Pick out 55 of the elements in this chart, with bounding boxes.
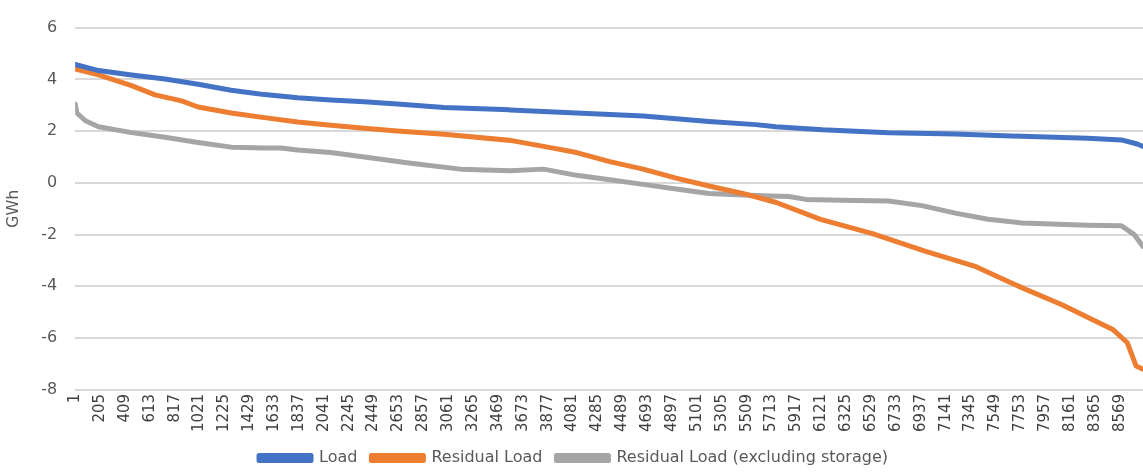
x-tick-label: 3061	[438, 393, 457, 433]
x-tick-label: 8569	[1109, 393, 1128, 433]
x-tick-label: 613	[139, 393, 158, 423]
x-tick-label: 2449	[363, 393, 382, 433]
x-tick-label: 4489	[612, 393, 631, 433]
x-tick-label: 8161	[1059, 393, 1078, 433]
x-tick-label: 5101	[686, 393, 705, 433]
y-tick-label: -4	[41, 275, 58, 295]
x-tick-label: 205	[89, 393, 108, 423]
y-tick-label: -8	[41, 378, 58, 398]
x-tick-label: 4285	[587, 393, 606, 433]
x-tick-label: 7957	[1034, 393, 1053, 433]
x-tick-label: 409	[114, 393, 133, 423]
x-tick-label: 4081	[562, 393, 581, 433]
x-tick-label: 3877	[537, 393, 556, 433]
x-tick-label: 2245	[338, 393, 357, 433]
y-tick-label: 0	[46, 172, 58, 191]
legend-label: Load	[319, 447, 358, 467]
x-tick-label: 2041	[313, 393, 332, 433]
x-tick-label: 6325	[836, 393, 855, 433]
x-tick-label: 1225	[214, 393, 233, 433]
x-tick-label: 4897	[661, 393, 680, 433]
y-axis-title: GWh	[2, 189, 22, 228]
x-tick-label: 1837	[288, 393, 307, 433]
x-tick-label: 7345	[960, 393, 979, 433]
y-tick-label: 4	[46, 68, 58, 88]
x-tick-label: 6121	[811, 393, 830, 433]
x-tick-label: 4693	[637, 393, 656, 433]
legend-label: Residual Load (excluding storage)	[616, 447, 888, 467]
x-tick-label: 6529	[860, 393, 879, 433]
x-tick-label: 1021	[189, 393, 208, 433]
x-tick-label: 6733	[885, 393, 904, 433]
x-tick-label: 7549	[985, 393, 1004, 433]
x-tick-label: 5713	[761, 393, 780, 433]
x-tick-label: 3673	[512, 393, 531, 433]
x-tick-label: 7141	[935, 393, 954, 433]
x-tick-label: 1429	[239, 393, 258, 433]
x-tick-label: 1	[65, 393, 84, 404]
y-tick-label: -2	[41, 223, 58, 243]
y-tick-label: -6	[41, 327, 58, 347]
y-tick-label: 6	[46, 16, 58, 36]
x-tick-label: 7753	[1010, 393, 1029, 433]
x-tick-label: 6937	[910, 393, 929, 433]
x-tick-label: 1633	[264, 393, 283, 433]
x-tick-label: 5917	[786, 393, 805, 433]
x-tick-label: 3265	[462, 393, 481, 433]
x-tick-label: 5305	[711, 393, 730, 433]
x-tick-label: 8365	[1084, 393, 1103, 433]
x-tick-label: 3469	[487, 393, 506, 433]
x-tick-label: 817	[164, 393, 183, 423]
x-tick-label: 2653	[388, 393, 407, 433]
x-tick-label: 2857	[413, 393, 432, 433]
y-tick-label: 2	[46, 120, 58, 140]
x-tick-label: 5509	[736, 393, 755, 433]
legend-label: Residual Load	[431, 447, 543, 467]
